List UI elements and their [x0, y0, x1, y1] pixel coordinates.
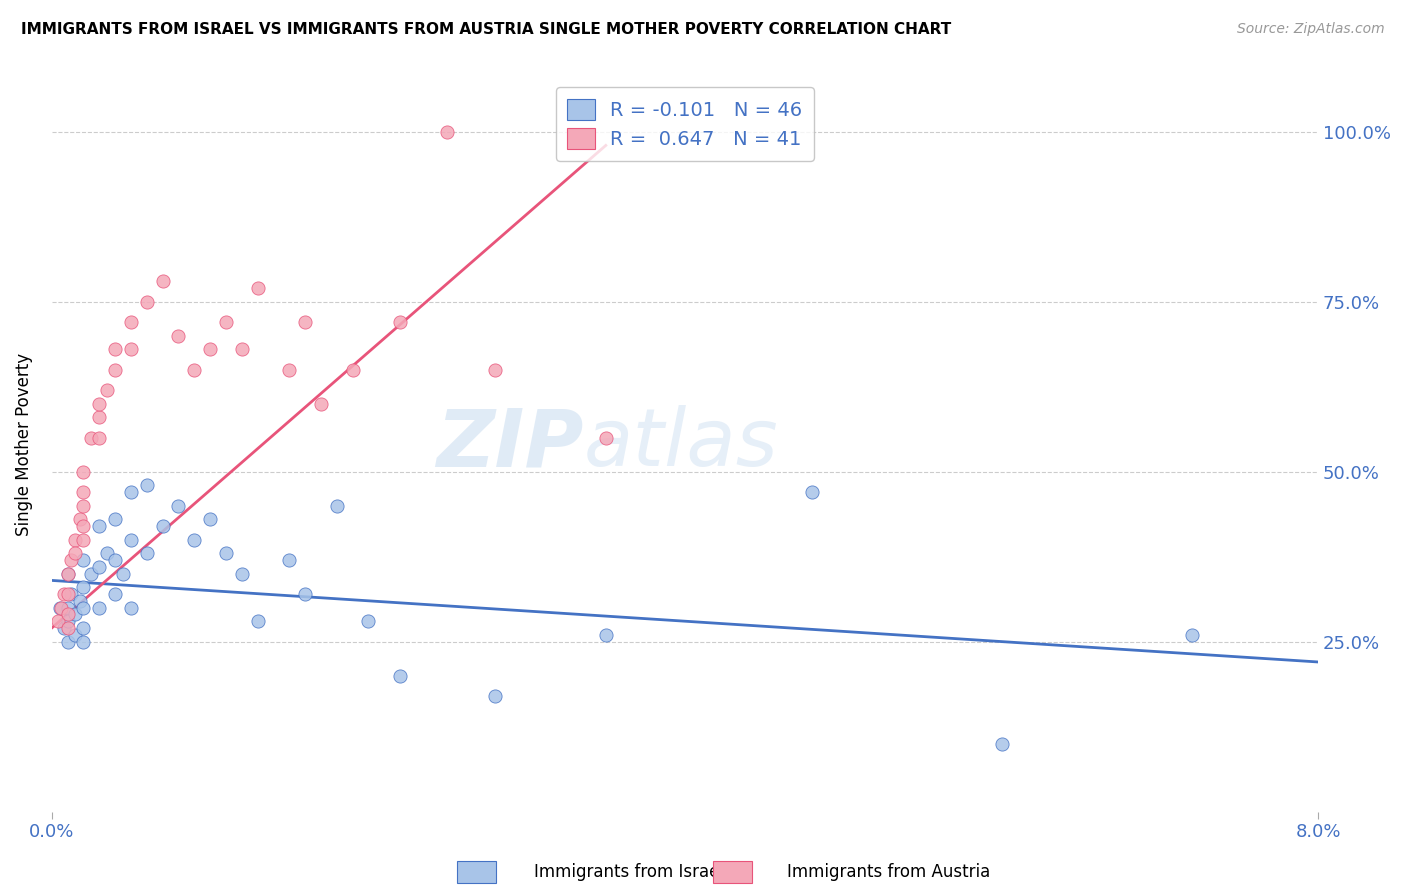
Point — [120, 343, 142, 357]
Point — [388, 668, 411, 682]
Point — [72, 621, 94, 635]
Point — [111, 566, 134, 581]
Point — [104, 362, 127, 376]
Point — [167, 328, 190, 343]
Point — [65, 607, 87, 622]
Point — [65, 628, 87, 642]
Point — [56, 566, 79, 581]
Point — [120, 600, 142, 615]
Point — [69, 512, 91, 526]
Point — [167, 499, 190, 513]
Text: IMMIGRANTS FROM ISRAEL VS IMMIGRANTS FROM AUSTRIA SINGLE MOTHER POVERTY CORRELAT: IMMIGRANTS FROM ISRAEL VS IMMIGRANTS FRO… — [21, 22, 952, 37]
Point — [59, 587, 82, 601]
Point — [48, 600, 70, 615]
Point — [135, 294, 157, 309]
Point — [484, 362, 506, 376]
Text: ZIP: ZIP — [436, 406, 583, 483]
Point — [53, 621, 76, 635]
Point — [215, 546, 238, 560]
Point — [89, 410, 111, 425]
Point — [231, 343, 253, 357]
Point — [89, 559, 111, 574]
Point — [72, 634, 94, 648]
Point — [246, 281, 269, 295]
Point — [135, 478, 157, 492]
Text: atlas: atlas — [583, 406, 779, 483]
Point — [278, 362, 301, 376]
Point — [436, 125, 458, 139]
Point — [342, 362, 364, 376]
Text: Source: ZipAtlas.com: Source: ZipAtlas.com — [1237, 22, 1385, 37]
Point — [152, 519, 174, 533]
Point — [59, 553, 82, 567]
Point — [89, 600, 111, 615]
Point — [51, 600, 73, 615]
Point — [595, 431, 617, 445]
Point — [72, 553, 94, 567]
Point — [72, 499, 94, 513]
Point — [53, 587, 76, 601]
Point — [325, 499, 347, 513]
Point — [72, 580, 94, 594]
Point — [357, 614, 380, 628]
Point — [56, 634, 79, 648]
Point — [198, 512, 221, 526]
Point — [294, 587, 316, 601]
Point — [246, 614, 269, 628]
Point — [231, 566, 253, 581]
Point — [96, 383, 118, 397]
Point — [1180, 628, 1202, 642]
Point — [278, 553, 301, 567]
Text: Immigrants from Israel: Immigrants from Israel — [534, 863, 724, 881]
Legend: R = -0.101   N = 46, R =  0.647   N = 41: R = -0.101 N = 46, R = 0.647 N = 41 — [555, 87, 814, 161]
Point — [72, 519, 94, 533]
Point — [56, 600, 79, 615]
Point — [152, 274, 174, 288]
Point — [46, 614, 69, 628]
Point — [65, 533, 87, 547]
Point — [89, 431, 111, 445]
Point — [104, 553, 127, 567]
Point — [104, 587, 127, 601]
Point — [72, 485, 94, 500]
Point — [388, 315, 411, 329]
Point — [294, 315, 316, 329]
Point — [800, 485, 823, 500]
Point — [72, 465, 94, 479]
Point — [484, 689, 506, 703]
Point — [80, 431, 103, 445]
Point — [120, 485, 142, 500]
Text: Immigrants from Austria: Immigrants from Austria — [787, 863, 991, 881]
Point — [198, 343, 221, 357]
Point — [215, 315, 238, 329]
Point — [595, 628, 617, 642]
Point — [183, 533, 205, 547]
Point — [56, 566, 79, 581]
Point — [56, 607, 79, 622]
Point — [89, 397, 111, 411]
Point — [120, 315, 142, 329]
Point — [56, 614, 79, 628]
Point — [56, 587, 79, 601]
Point — [96, 546, 118, 560]
Point — [72, 533, 94, 547]
Point — [104, 343, 127, 357]
Point — [990, 737, 1012, 751]
Point — [69, 594, 91, 608]
Point — [80, 566, 103, 581]
Point — [183, 362, 205, 376]
Y-axis label: Single Mother Poverty: Single Mother Poverty — [15, 353, 32, 536]
Point — [72, 600, 94, 615]
Point — [89, 519, 111, 533]
Point — [56, 621, 79, 635]
Point — [120, 533, 142, 547]
Point — [65, 546, 87, 560]
Point — [135, 546, 157, 560]
Point — [309, 397, 332, 411]
Point — [104, 512, 127, 526]
